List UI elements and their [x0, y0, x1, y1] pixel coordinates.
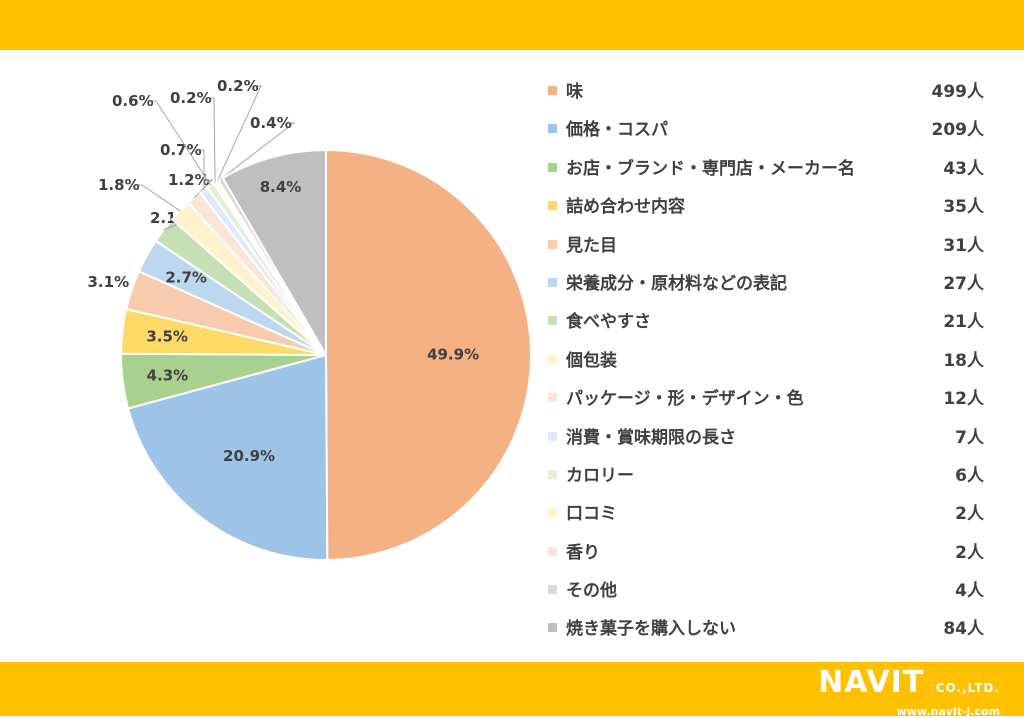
legend-count: 18人	[943, 350, 984, 371]
legend-item: 香り 2人	[546, 537, 996, 575]
legend-count: 6人	[955, 465, 984, 486]
legend-item: 焼き菓子を購入しない 84人	[546, 613, 996, 651]
slice-data-label: 0.2%	[170, 89, 212, 107]
slice-data-label: 0.2%	[217, 77, 259, 95]
slice-data-label: 0.4%	[250, 114, 292, 132]
pie-slice	[325, 148, 533, 562]
footer-band	[0, 662, 1024, 716]
legend-count: 27人	[943, 273, 984, 294]
legend-count: 7人	[955, 427, 984, 448]
legend-swatch	[548, 431, 557, 441]
legend-count: 4人	[955, 581, 984, 602]
legend-label: 香り	[566, 542, 600, 563]
slice-data-label: 3.1%	[88, 273, 130, 291]
legend-item: 口コミ 2人	[546, 498, 996, 536]
legend-item: 見た目 31人	[546, 230, 996, 268]
slice-data-label: 2.7%	[165, 269, 207, 287]
leader-line	[216, 85, 262, 182]
legend-swatch	[548, 86, 557, 95]
company-logo: NAVIT CO.,LTD. www.navit-j.com	[818, 668, 1000, 718]
legend-label: 栄養成分・原材料などの表記	[566, 273, 787, 294]
legend-item: 詰め合わせ内容 35人	[546, 191, 996, 229]
legend-label: その他	[566, 581, 617, 602]
legend-swatch	[548, 508, 557, 518]
legend-label: パッケージ・形・デザイン・色	[566, 389, 804, 410]
legend-item: その他 4人	[546, 575, 996, 613]
leader-line	[200, 149, 205, 191]
legend-count: 2人	[955, 542, 984, 563]
logo-suffix: CO.,LTD.	[935, 681, 1000, 695]
slice-data-label: 1.8%	[98, 176, 140, 194]
legend-count: 2人	[955, 504, 984, 525]
slice-data-label: 0.7%	[160, 141, 202, 159]
legend-item: 個包装 18人	[546, 345, 996, 383]
legend-label: 見た目	[566, 235, 617, 256]
slice-data-label: 49.9%	[427, 346, 479, 364]
header-band	[0, 0, 1024, 50]
legend-swatch	[548, 201, 557, 211]
legend-swatch	[548, 162, 557, 172]
slice-data-label: 4.3%	[147, 367, 189, 385]
legend-item: 栄養成分・原材料などの表記 27人	[546, 268, 996, 306]
slice-data-label: 8.4%	[260, 178, 302, 196]
legend-label: 味	[566, 82, 583, 102]
legend-swatch	[548, 354, 557, 364]
legend-label: 食べやすさ	[566, 312, 651, 333]
slice-data-label: 20.9%	[223, 447, 275, 465]
legend-label: 口コミ	[566, 504, 617, 525]
legend-count: 21人	[943, 312, 984, 333]
legend-count: 499人	[931, 82, 985, 102]
leader-line	[138, 184, 181, 212]
legend-item: パッケージ・形・デザイン・色 12人	[546, 383, 996, 421]
logo-name: NAVIT	[818, 665, 925, 700]
leader-line	[210, 97, 216, 183]
legend-count: 12人	[943, 389, 984, 410]
leader-line	[220, 122, 296, 180]
legend-swatch	[548, 546, 557, 556]
legend-swatch	[548, 316, 557, 326]
legend-count: 209人	[931, 120, 985, 141]
legend-count: 84人	[943, 619, 984, 640]
legend-count: 35人	[943, 197, 984, 218]
pie-slice	[221, 148, 327, 359]
legend-label: 価格・コスパ	[566, 120, 668, 141]
slice-data-label: 3.5%	[146, 327, 188, 345]
legend-item: 食べやすさ 21人	[546, 306, 996, 344]
legend-label: 焼き菓子を購入しない	[566, 619, 736, 640]
legend-swatch	[548, 124, 557, 134]
leader-line	[152, 100, 212, 186]
legend-count: 43人	[943, 158, 984, 179]
legend-swatch	[548, 277, 557, 287]
logo-url: www.navit-j.com	[896, 705, 1000, 718]
legend-label: 個包装	[566, 350, 617, 371]
legend-item: カロリー 6人	[546, 460, 996, 498]
chart-legend: 味 499人価格・コスパ 209人お店・ブランド・専門店・メーカー名 43人詰め合わせ…	[546, 76, 996, 652]
legend-item: 味 499人	[546, 76, 996, 114]
legend-item: お店・ブランド・専門店・メーカー名 43人	[546, 153, 996, 191]
legend-swatch	[548, 623, 557, 633]
legend-swatch	[548, 585, 557, 595]
legend-swatch	[548, 239, 557, 249]
slice-data-label: 1.2%	[168, 171, 210, 189]
legend-item: 消費・賞味期限の長さ 7人	[546, 422, 996, 460]
legend-label: カロリー	[566, 465, 634, 486]
legend-label: 詰め合わせ内容	[566, 197, 685, 218]
legend-label: 消費・賞味期限の長さ	[566, 427, 736, 448]
slice-data-label: 0.6%	[112, 92, 154, 110]
legend-swatch	[548, 469, 557, 479]
legend-label: お店・ブランド・専門店・メーカー名	[566, 158, 855, 179]
legend-item: 価格・コスパ 209人	[546, 114, 996, 152]
legend-count: 31人	[943, 235, 984, 256]
legend-swatch	[548, 393, 557, 403]
pie-chart: 49.9%20.9%4.3%3.5%3.1% 2.7%2.1%1.8% 1.2%0.…	[88, 77, 533, 562]
pie-slice	[126, 353, 329, 561]
